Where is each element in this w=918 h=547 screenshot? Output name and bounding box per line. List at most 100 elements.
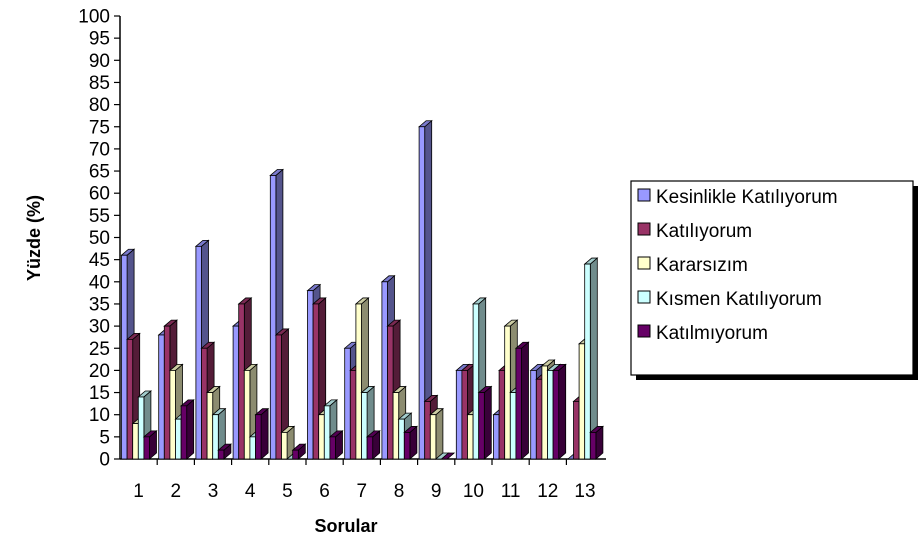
x-tick-label: 5 (282, 481, 293, 502)
bar-front-face (143, 436, 150, 460)
bar-front-face (318, 414, 325, 460)
bar-front-face (269, 175, 277, 460)
x-tick-label: 3 (208, 481, 219, 502)
bar-front-face (387, 325, 394, 460)
bar-front-face (307, 290, 314, 460)
bar-top-face (440, 452, 456, 460)
y-tick-label: 95 (89, 29, 110, 50)
bar-front-face (403, 432, 411, 460)
bar (366, 429, 381, 460)
y-tick-label: 25 (89, 339, 110, 360)
x-tick-label: 9 (431, 481, 442, 502)
bar (291, 443, 307, 460)
x-tick-label: 8 (394, 481, 405, 502)
y-tick-label: 70 (89, 139, 110, 160)
bar-front-face (323, 405, 331, 460)
bar-front-face (392, 392, 400, 460)
bar-front-face (275, 334, 282, 460)
bar-front-face (137, 396, 145, 460)
bar-front-face (169, 369, 176, 460)
bar-front-face (344, 347, 351, 460)
legend-label: Kısmen Katılıyorum (656, 289, 822, 310)
bar-side-face (435, 407, 444, 460)
y-tick-label: 100 (78, 7, 110, 28)
bar (328, 429, 344, 460)
legend-box (630, 180, 914, 376)
bar-front-face (530, 369, 537, 460)
bar-front-face (418, 126, 426, 460)
y-tick-label: 90 (89, 51, 110, 72)
bar-front-face (509, 392, 517, 460)
bar-side-face (260, 407, 269, 460)
bar-front-face (212, 414, 219, 460)
y-tick-label: 35 (89, 294, 110, 315)
bar-front-face (180, 405, 188, 460)
y-tick-label: 15 (89, 383, 110, 404)
y-tick-label: 50 (89, 228, 110, 249)
bar (583, 257, 599, 460)
bar (403, 425, 418, 460)
legend-swatch (637, 290, 651, 304)
x-tick-label: 7 (357, 481, 368, 502)
y-tick-label: 40 (89, 272, 110, 293)
legend-label: Kesinlikle Katılıyorum (656, 187, 838, 208)
y-tick-label: 10 (89, 405, 110, 426)
bar-front-face (424, 401, 431, 460)
bar-front-face (163, 325, 171, 460)
bar-front-face (329, 436, 336, 460)
bar-front-face (584, 263, 591, 460)
bar (217, 443, 232, 460)
y-tick-label: 75 (89, 117, 110, 138)
bar-front-face (175, 418, 182, 460)
bar-front-face (535, 378, 543, 460)
bar-front-face (493, 414, 500, 460)
bar-front-face (217, 449, 225, 460)
bar-front-face (255, 414, 262, 460)
x-tick-label: 11 (501, 481, 521, 502)
bar-front-face (589, 432, 597, 460)
bar-front-face (201, 347, 208, 460)
bar-front-face (498, 369, 506, 460)
y-tick-label: 5 (99, 427, 110, 448)
bar (589, 425, 604, 460)
legend-swatch (637, 222, 651, 236)
bar-front-face (206, 392, 214, 460)
bar (514, 341, 530, 460)
bar-front-face (541, 365, 548, 460)
bar (477, 385, 493, 460)
bar-front-face (381, 281, 388, 460)
bar-front-face (158, 334, 165, 460)
y-tick-label: 65 (89, 162, 110, 183)
bar (180, 398, 195, 460)
bar-side-face (521, 341, 529, 460)
x-tick-label: 13 (574, 481, 595, 502)
y-tick-label: 80 (89, 95, 110, 116)
bar-front-face (281, 432, 288, 460)
y-tick-label: 20 (89, 361, 110, 382)
legend-swatch (637, 188, 651, 202)
bar-front-face (578, 343, 586, 460)
bar-front-face (504, 325, 511, 460)
y-tick-label: 30 (89, 317, 110, 338)
bar-side-face (558, 363, 567, 460)
legend-swatch (637, 324, 651, 338)
bar-front-face (552, 369, 560, 460)
x-tick-label: 10 (463, 481, 484, 502)
bar-front-face (355, 303, 362, 460)
bar-side-face (186, 398, 195, 460)
y-tick-label: 0 (99, 450, 110, 471)
bar (142, 429, 158, 460)
x-axis-title: Sorular (314, 516, 377, 536)
bar (274, 328, 290, 460)
bar (418, 119, 433, 460)
bar-side-face (483, 385, 492, 460)
bar-front-face (455, 369, 463, 460)
bar-front-face (429, 414, 437, 460)
bar-front-face (238, 303, 245, 460)
x-tick-label: 1 (133, 481, 144, 502)
legend-swatch (637, 256, 651, 270)
legend: Kesinlikle Katılıyorum Katılıyorum Kararsı… (630, 180, 918, 380)
bar-front-face (312, 303, 320, 460)
